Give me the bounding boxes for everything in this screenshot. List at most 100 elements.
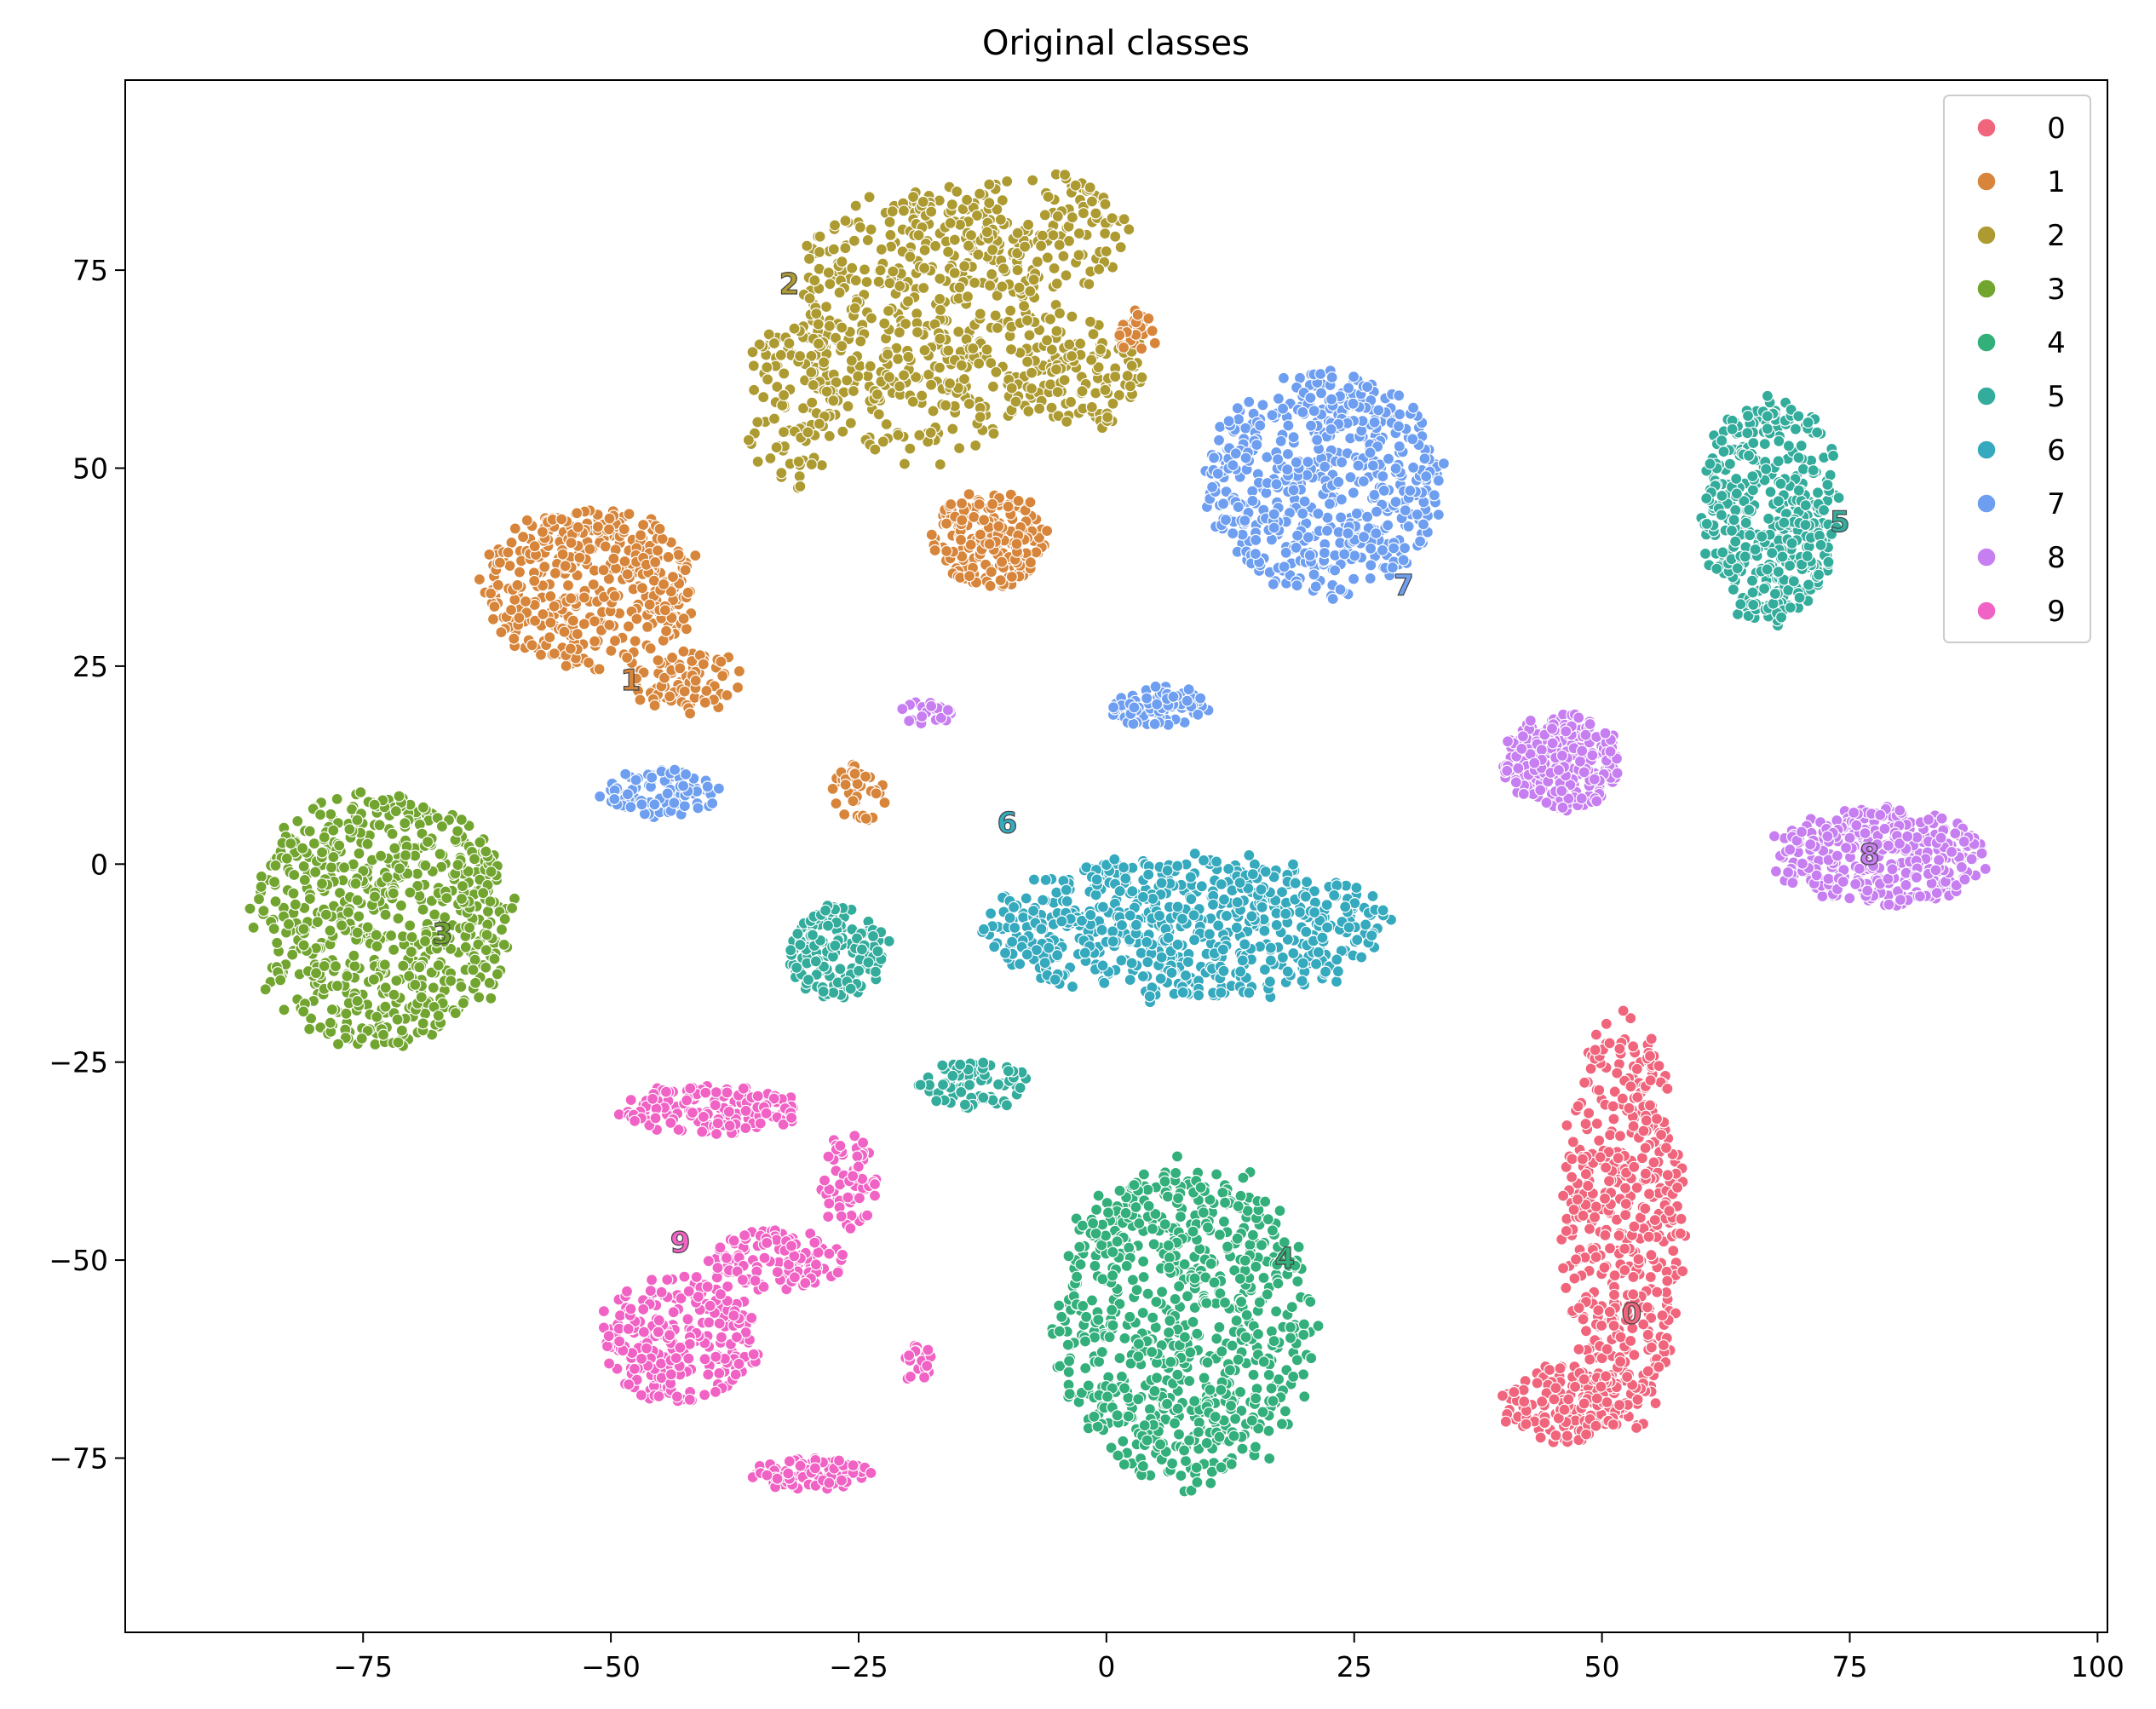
- scatter-point: [1584, 717, 1596, 731]
- scatter-point: [1229, 447, 1242, 460]
- scatter-point: [1099, 383, 1112, 396]
- scatter-point: [1739, 516, 1752, 529]
- scatter-point: [1246, 494, 1259, 508]
- scatter-point: [1339, 901, 1352, 913]
- scatter-point: [404, 886, 417, 899]
- scatter-point: [1095, 924, 1108, 936]
- scatter-point: [805, 365, 818, 379]
- scatter-point: [1534, 784, 1547, 797]
- scatter-point: [1517, 787, 1530, 801]
- scatter-point: [844, 982, 857, 995]
- scatter-point: [699, 696, 711, 709]
- scatter-point: [1725, 524, 1739, 538]
- scatter-point: [392, 1036, 405, 1049]
- scatter-point: [400, 849, 412, 862]
- scatter-point: [1331, 879, 1343, 892]
- scatter-point: [1009, 921, 1021, 935]
- scatter-point: [1360, 381, 1374, 394]
- scatter-point: [1432, 475, 1445, 487]
- scatter-point: [1312, 507, 1325, 521]
- scatter-point: [1096, 959, 1109, 972]
- scatter-point: [681, 586, 694, 599]
- scatter-point: [1066, 211, 1079, 224]
- scatter-point: [1009, 395, 1022, 408]
- scatter-point: [463, 921, 476, 935]
- scatter-point: [1113, 884, 1126, 898]
- scatter-point: [1025, 366, 1038, 379]
- scatter-point: [994, 213, 1007, 226]
- scatter-point: [1309, 958, 1323, 970]
- scatter-point: [1021, 355, 1034, 368]
- scatter-point: [314, 808, 327, 821]
- scatter-point: [1250, 438, 1263, 452]
- scatter-point: [846, 262, 859, 274]
- scatter-point: [956, 514, 969, 527]
- scatter-point: [677, 645, 690, 658]
- scatter-point: [1799, 518, 1812, 532]
- scatter-point: [762, 328, 775, 341]
- scatter-point: [849, 199, 862, 212]
- scatter-point: [1393, 408, 1406, 421]
- scatter-point: [865, 223, 877, 236]
- scatter-point: [1037, 894, 1049, 906]
- scatter-point: [858, 263, 871, 276]
- scatter-point: [558, 625, 571, 638]
- scatter-point: [946, 423, 959, 435]
- scatter-point: [665, 651, 679, 665]
- scatter-point: [1572, 711, 1585, 724]
- scatter-point: [282, 918, 295, 930]
- scatter-point: [467, 964, 480, 976]
- scatter-point: [1187, 934, 1201, 947]
- scatter-point: [1837, 875, 1849, 889]
- scatter-point: [417, 801, 429, 814]
- scatter-point: [943, 377, 957, 390]
- scatter-point: [701, 780, 714, 793]
- scatter-point: [644, 642, 657, 655]
- scatter-point: [751, 455, 764, 469]
- scatter-point: [788, 322, 801, 335]
- scatter-point: [1287, 947, 1300, 960]
- scatter-point: [1840, 841, 1853, 854]
- scatter-point: [336, 919, 348, 932]
- scatter-point: [1296, 957, 1309, 970]
- scatter-point: [1772, 495, 1785, 508]
- scatter-point: [1089, 889, 1102, 901]
- scatter-point: [968, 276, 981, 289]
- scatter-point: [480, 961, 492, 974]
- scatter-point: [1236, 954, 1249, 967]
- scatter-point: [1331, 965, 1345, 978]
- scatter-point: [1746, 586, 1759, 599]
- scatter-point: [488, 952, 501, 965]
- scatter-point: [564, 642, 578, 655]
- scatter-point: [355, 1032, 368, 1045]
- scatter-point: [485, 866, 497, 878]
- scatter-point: [608, 590, 621, 602]
- scatter-point: [1147, 892, 1159, 906]
- scatter-point: [445, 975, 457, 987]
- scatter-point: [1115, 954, 1128, 967]
- scatter-point: [468, 853, 481, 866]
- scatter-point: [602, 523, 616, 536]
- scatter-point: [820, 385, 833, 398]
- scatter-point: [733, 665, 746, 678]
- scatter-point: [327, 850, 340, 864]
- scatter-point: [1101, 411, 1114, 423]
- scatter-point: [1155, 877, 1168, 889]
- scatter-point: [474, 836, 486, 849]
- scatter-point: [1279, 907, 1292, 920]
- scatter-point: [548, 600, 561, 613]
- scatter-point: [1318, 546, 1331, 560]
- scatter-point: [271, 936, 284, 949]
- scatter-point: [1250, 533, 1262, 547]
- scatter-point: [1109, 230, 1122, 243]
- scatter-point: [1296, 507, 1309, 520]
- scatter-point: [665, 612, 678, 624]
- scatter-point: [871, 388, 884, 401]
- scatter-point: [1078, 947, 1091, 959]
- scatter-point: [821, 919, 835, 932]
- scatter-point: [1276, 951, 1290, 964]
- scatter-point: [1347, 397, 1360, 410]
- scatter-point: [830, 376, 842, 388]
- scatter-point: [796, 402, 810, 415]
- scatter-point: [375, 849, 388, 862]
